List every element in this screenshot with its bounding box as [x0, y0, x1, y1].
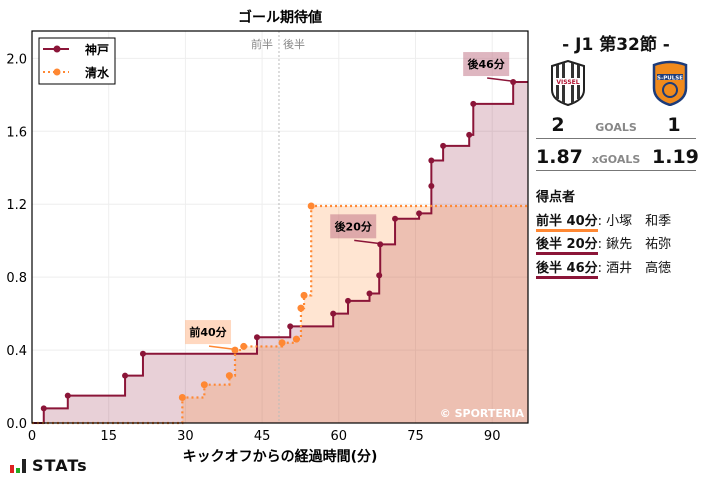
- annotation-label: 前40分: [189, 325, 226, 339]
- series-line-神戸: [32, 81, 528, 424]
- svg-text:VISSEL: VISSEL: [556, 79, 579, 86]
- data-point: [225, 372, 233, 380]
- x-tick-label: 75: [407, 429, 424, 444]
- y-tick-label: 2.0: [6, 52, 27, 67]
- data-point: [510, 79, 517, 86]
- svg-text:S-PULSE: S-PULSE: [657, 76, 683, 82]
- home-xg: 1.87: [536, 146, 583, 168]
- data-point: [139, 350, 146, 357]
- annotation-arrow: [208, 345, 234, 350]
- y-tick-label: 0.8: [6, 271, 27, 286]
- xgoals-row: 1.87 xGOALS 1.19: [536, 146, 699, 171]
- data-point: [392, 215, 399, 222]
- x-tick-label: 0: [28, 429, 36, 444]
- annotation-box: [185, 320, 232, 345]
- annotation-label: 後20分: [335, 219, 372, 233]
- data-point: [200, 381, 208, 389]
- y-tick-label: 1.6: [6, 125, 27, 140]
- y-tick-label: 1.2: [6, 198, 27, 213]
- annotation-arrow: [354, 239, 379, 245]
- annotation-box: [330, 214, 377, 239]
- x-tick-label: 15: [100, 429, 117, 444]
- data-point: [440, 142, 447, 149]
- home-goals: 2: [551, 114, 565, 136]
- x-tick-label: 30: [177, 429, 194, 444]
- legend-marker: [53, 45, 61, 53]
- x-tick-label: 90: [484, 429, 501, 444]
- goals-row: 2 GOALS 1: [536, 114, 696, 139]
- data-point: [278, 339, 286, 347]
- scorers-title: 得点者: [536, 190, 576, 205]
- data-point: [122, 372, 129, 379]
- data-point: [40, 405, 47, 412]
- series-fill: [32, 206, 528, 423]
- stats-brand: STATs: [10, 456, 88, 475]
- y-tick-label: 0.4: [6, 344, 27, 359]
- shimizu-s-pulse-logo: S-PULSE: [652, 60, 688, 106]
- series-fill: [32, 82, 528, 424]
- stats-logo-icon: [10, 458, 26, 473]
- data-point: [345, 297, 352, 304]
- data-point: [428, 182, 435, 189]
- xgoals-label: xGOALS: [591, 153, 641, 166]
- data-point: [470, 100, 477, 107]
- data-point: [428, 157, 435, 164]
- data-point: [330, 310, 337, 317]
- legend-marker: [53, 68, 61, 76]
- data-point: [377, 241, 384, 248]
- data-point: [292, 335, 300, 343]
- vissel-kobe-logo: VISSEL: [551, 60, 585, 106]
- scorer-item: 後半 20分: 鍬先 祐弥: [536, 233, 671, 255]
- data-point: [240, 342, 248, 350]
- data-point: [376, 272, 383, 279]
- x-axis-label: キックオフからの経過時間(分): [183, 448, 378, 465]
- annotation-arrow: [487, 77, 512, 82]
- round-title: - J1 第32節 -: [562, 35, 670, 55]
- chart-title: ゴール期待値: [238, 9, 322, 26]
- data-point: [307, 202, 315, 210]
- legend-box: [38, 37, 116, 85]
- data-point: [300, 291, 308, 299]
- scorer-item: 後半 46分: 酒井 高徳: [536, 257, 671, 279]
- watermark: © SPORTERIA: [440, 407, 525, 420]
- data-point: [466, 131, 473, 138]
- data-point: [64, 392, 71, 399]
- plot-frame: [31, 30, 529, 424]
- halftime-label-first: 前半: [251, 37, 273, 51]
- data-point: [287, 323, 294, 330]
- annotation-label: 後46分: [468, 57, 505, 71]
- data-point: [178, 393, 186, 401]
- legend-label: 清水: [85, 65, 110, 80]
- data-point: [366, 290, 373, 297]
- x-tick-label: 45: [254, 429, 271, 444]
- data-point: [416, 210, 423, 217]
- x-tick-label: 60: [331, 429, 348, 444]
- away-goals: 1: [667, 114, 681, 136]
- data-point: [297, 304, 305, 312]
- scorer-item: 前半 40分: 小塚 和季: [536, 210, 671, 232]
- data-point: [231, 346, 239, 354]
- halftime-label-second: 後半: [283, 37, 305, 51]
- legend-label: 神戸: [85, 42, 109, 57]
- y-tick-label: 0.0: [6, 417, 27, 432]
- data-point: [253, 334, 260, 341]
- goals-label: GOALS: [595, 121, 637, 134]
- away-xg: 1.19: [652, 146, 699, 168]
- annotation-box: [463, 52, 510, 77]
